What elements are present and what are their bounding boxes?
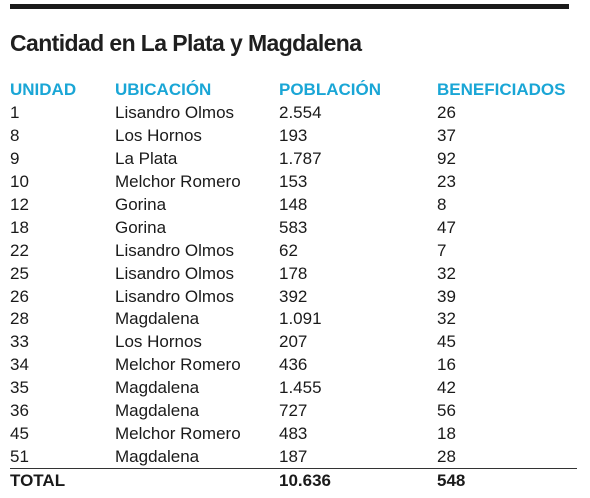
cell-beneficiados: 92 [437,149,456,169]
cell-poblacion: 436 [279,355,308,375]
cell-poblacion: 153 [279,172,308,192]
cell-beneficiados: 32 [437,309,456,329]
cell-ubicacion: Magdalena [115,446,200,466]
cell-beneficiados: 32 [437,263,456,283]
cell-ubicacion: Lisandro Olmos [115,103,235,123]
cell-unidad: 35 [10,378,29,398]
cell-poblacion: 207 [279,332,308,352]
cell-beneficiados: 56 [437,401,456,421]
table-row: 34 Melchor Romero 436 16 [10,354,577,377]
cell-ubicacion: Melchor Romero [115,172,241,192]
cell-unidad: 25 [10,263,29,283]
cell-ubicacion: Lisandro Olmos [115,240,235,260]
cell-beneficiados: 45 [437,332,456,352]
cell-poblacion: 583 [279,217,308,237]
cell-unidad: 51 [10,446,29,466]
cell-beneficiados: 16 [437,355,456,375]
cell-unidad: 33 [10,332,29,352]
top-rule [10,4,569,9]
header-poblacion: POBLACIÓN [279,80,381,99]
total-beneficiados: 548 [437,468,577,493]
cell-beneficiados: 18 [437,423,456,443]
cell-poblacion: 193 [279,126,308,146]
table-row: 28 Magdalena 1.091 32 [10,308,577,331]
cell-poblacion: 1.455 [279,378,322,398]
table-row: 12 Gorina 148 8 [10,194,577,217]
cell-unidad: 12 [10,195,29,214]
cell-ubicacion: La Plata [115,149,178,169]
cell-unidad: 26 [10,286,29,306]
cell-poblacion: 1.091 [279,309,322,329]
header-beneficiados: BENEFICIADOS [437,80,566,99]
total-row: TOTAL 10.636 548 [10,468,577,493]
table-row: 25 Lisandro Olmos 178 32 [10,262,577,285]
cell-unidad: 8 [10,126,20,146]
cell-ubicacion: Los Hornos [115,332,202,352]
cell-poblacion: 727 [279,401,308,421]
cell-poblacion: 178 [279,263,308,283]
cell-unidad: 22 [10,240,29,260]
cell-beneficiados: 23 [437,172,456,192]
cell-unidad: 34 [10,355,29,375]
cell-poblacion: 483 [279,423,308,443]
cell-unidad: 45 [10,423,29,443]
cell-ubicacion: Lisandro Olmos [115,286,235,306]
cell-unidad: 18 [10,217,29,237]
cell-ubicacion: Los Hornos [115,126,202,146]
cell-poblacion: 2.554 [279,103,322,123]
cell-beneficiados: 37 [437,126,456,146]
table-row: 10 Melchor Romero 153 23 [10,171,577,194]
cell-poblacion: 392 [279,286,308,306]
cell-ubicacion: Melchor Romero [115,423,241,443]
cell-poblacion: 1.787 [279,149,322,169]
cell-poblacion: 187 [279,446,308,466]
total-empty [115,468,279,493]
cell-ubicacion: Melchor Romero [115,355,241,375]
cell-ubicacion: Magdalena [115,401,200,421]
cell-poblacion: 62 [279,240,298,260]
cell-unidad: 10 [10,172,29,192]
table-row: 9 La Plata 1.787 92 [10,148,577,171]
cell-beneficiados: 42 [437,378,456,398]
cell-unidad: 9 [10,149,20,169]
cell-unidad: 36 [10,401,29,421]
cell-ubicacion: Gorina [115,217,167,237]
data-table: UNIDAD UBICACIÓN POBLACIÓN BENEFICIADOS … [10,78,577,493]
cell-ubicacion: Gorina [115,195,167,214]
table-row: 36 Magdalena 727 56 [10,400,577,423]
total-label: TOTAL [10,468,115,493]
table-row: 51 Magdalena 187 28 [10,445,577,468]
table-body: 1 Lisandro Olmos 2.554 26 8 Los Hornos 193 37 9 L… [10,102,577,469]
cell-beneficiados: 7 [437,240,447,260]
cell-ubicacion: Lisandro Olmos [115,263,235,283]
table-row: 1 Lisandro Olmos 2.554 26 [10,102,577,125]
header-unidad: UNIDAD [10,80,77,99]
cell-ubicacion: Magdalena [115,378,200,398]
cell-unidad: 28 [10,309,29,329]
total-poblacion: 10.636 [279,468,437,493]
header-ubicacion: UBICACIÓN [115,80,212,99]
table-row: 26 Lisandro Olmos 392 39 [10,285,577,308]
table-row: 18 Gorina 583 47 [10,216,577,239]
cell-beneficiados: 8 [437,195,447,214]
cell-poblacion: 148 [279,195,308,214]
table-row: 8 Los Hornos 193 37 [10,125,577,148]
cell-beneficiados: 28 [437,446,456,466]
cell-ubicacion: Magdalena [115,309,200,329]
table-header-row: UNIDAD UBICACIÓN POBLACIÓN BENEFICIADOS [10,78,577,102]
table-row: 33 Los Hornos 207 45 [10,331,577,354]
cell-unidad: 1 [10,103,20,123]
table-row: 45 Melchor Romero 483 18 [10,422,577,445]
table-row: 22 Lisandro Olmos 62 7 [10,239,577,262]
cell-beneficiados: 47 [437,217,456,237]
page-title: Cantidad en La Plata y Magdalena [10,30,362,56]
cell-beneficiados: 39 [437,286,456,306]
table-row: 35 Magdalena 1.455 42 [10,377,577,400]
cell-beneficiados: 26 [437,103,456,123]
